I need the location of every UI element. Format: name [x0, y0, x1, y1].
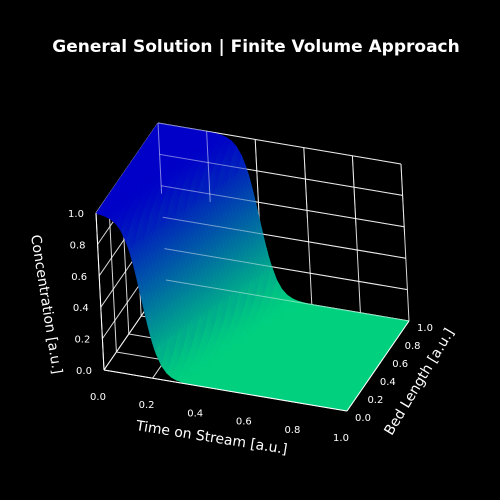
surface-plot — [95, 122, 410, 412]
y-tick-label: 0.0 — [355, 413, 371, 424]
z-tick-label: 0.8 — [70, 240, 86, 251]
surface-grid-line — [254, 139, 260, 211]
x-tick-label: 0.2 — [139, 400, 155, 411]
x-tick-label: 1.0 — [333, 433, 349, 444]
chart-title: General Solution | Finite Volume Approac… — [52, 37, 460, 57]
z-tick-label: 0.0 — [76, 366, 92, 377]
z-tick-label: 0.4 — [73, 303, 89, 314]
z-tick-label: 0.6 — [71, 272, 87, 283]
z-tick-label: 0.2 — [74, 335, 90, 346]
x-axis-label: Time on Stream [a.u.] — [134, 418, 289, 458]
z-axis-label: Concentration [a.u.] — [27, 234, 65, 376]
surface-grid-line — [303, 147, 308, 219]
x-tick-label: 0.8 — [284, 425, 300, 436]
y-tick-label: 1.0 — [417, 323, 433, 334]
x-tick-label: 0.0 — [90, 392, 106, 403]
y-tick-label: 0.8 — [405, 341, 421, 352]
y-tick-label: 0.2 — [367, 395, 383, 406]
surface-grid-line — [400, 163, 406, 235]
x-tick-label: 0.4 — [187, 408, 203, 419]
y-tick-label: 0.6 — [392, 359, 408, 370]
y-tick-label: 0.4 — [380, 377, 396, 388]
surface-grid-line — [351, 155, 357, 227]
left-wall-grid-line-y — [107, 194, 117, 353]
z-tick-label: 1.0 — [68, 209, 84, 220]
x-tick-label: 0.6 — [236, 417, 252, 428]
